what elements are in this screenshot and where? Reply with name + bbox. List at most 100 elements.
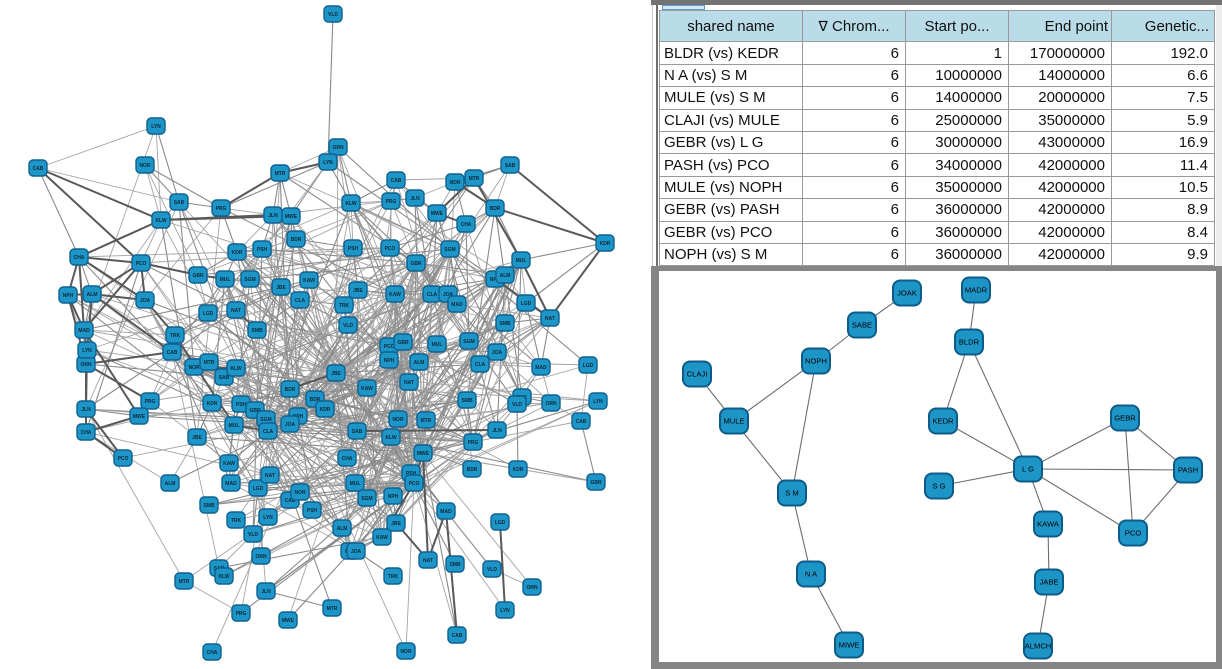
svg-text:ORN: ORN — [332, 145, 344, 151]
svg-text:SAB: SAB — [352, 429, 363, 435]
svg-text:LGD: LGD — [521, 301, 532, 307]
svg-text:NOR: NOR — [392, 417, 404, 423]
svg-text:LYN: LYN — [593, 399, 603, 405]
svg-text:JOA: JOA — [285, 422, 296, 428]
svg-text:MUL: MUL — [432, 342, 443, 348]
svg-text:PRG: PRG — [236, 611, 247, 617]
svg-text:JBE: JBE — [331, 371, 341, 377]
svg-text:GEBR: GEBR — [1114, 414, 1136, 423]
svg-text:NOPH: NOPH — [805, 357, 827, 366]
svg-text:ORN: ORN — [255, 554, 267, 560]
svg-text:NOR: NOR — [449, 180, 461, 186]
svg-text:ALM: ALM — [337, 526, 348, 532]
svg-text:S M: S M — [785, 489, 799, 498]
svg-text:MTR: MTR — [469, 176, 480, 182]
svg-text:KAW: KAW — [361, 386, 373, 392]
svg-text:CHA: CHA — [342, 456, 353, 462]
svg-text:PSH: PSH — [406, 471, 417, 477]
svg-text:PCO: PCO — [384, 344, 395, 350]
svg-text:SMB: SMB — [461, 398, 473, 404]
svg-text:NAT: NAT — [423, 558, 433, 564]
svg-text:MTR: MTR — [421, 418, 432, 424]
svg-text:JLN: JLN — [261, 589, 271, 595]
svg-text:MWE: MWE — [417, 451, 430, 457]
svg-text:KLW: KLW — [385, 435, 396, 441]
svg-text:MAD: MAD — [440, 509, 452, 515]
svg-text:SGM: SGM — [244, 277, 255, 283]
svg-text:S G: S G — [932, 482, 945, 491]
svg-text:PASH: PASH — [1178, 466, 1198, 475]
svg-text:JOA: JOA — [492, 350, 503, 356]
svg-text:PRG: PRG — [216, 206, 227, 212]
svg-text:GBR: GBR — [397, 340, 409, 346]
svg-text:NOR: NOR — [139, 163, 151, 169]
svg-text:PSH: PSH — [348, 246, 359, 252]
svg-text:KDR: KDR — [320, 407, 331, 413]
svg-text:KAWA: KAWA — [1037, 520, 1060, 529]
svg-text:SGM: SGM — [361, 496, 372, 502]
svg-text:CLA: CLA — [263, 429, 274, 435]
svg-text:JBE: JBE — [192, 435, 202, 441]
svg-text:ORN: ORN — [545, 401, 557, 407]
svg-text:LGD: LGD — [583, 363, 594, 369]
svg-text:PCO: PCO — [409, 481, 420, 487]
svg-text:BDR: BDR — [285, 387, 296, 393]
svg-text:GBR: GBR — [410, 261, 422, 267]
svg-text:JBE: JBE — [353, 288, 363, 294]
svg-text:CLA: CLA — [427, 292, 438, 298]
svg-text:LGD: LGD — [495, 520, 506, 526]
svg-text:JLN: JLN — [410, 196, 420, 202]
svg-text:PRG: PRG — [145, 399, 156, 405]
svg-text:SGM: SGM — [463, 339, 474, 345]
svg-text:TRK: TRK — [388, 574, 399, 580]
svg-text:MULE: MULE — [723, 417, 744, 426]
svg-text:JBE: JBE — [276, 285, 286, 291]
svg-text:MAD: MAD — [225, 481, 237, 487]
svg-text:SGM: SGM — [260, 417, 271, 423]
svg-text:CHA: CHA — [81, 430, 92, 436]
svg-text:MTR: MTR — [179, 579, 190, 585]
svg-text:MUL: MUL — [220, 277, 231, 283]
svg-text:KAW: KAW — [303, 278, 315, 284]
svg-text:NOR: NOR — [294, 490, 306, 496]
svg-text:MUL: MUL — [229, 423, 240, 429]
svg-text:KLW: KLW — [155, 218, 166, 224]
svg-text:CLA: CLA — [295, 298, 306, 304]
svg-text:BDR: BDR — [291, 237, 302, 243]
svg-text:MWE: MWE — [285, 214, 298, 220]
svg-text:BLDR: BLDR — [959, 338, 980, 347]
svg-text:SMB: SMB — [203, 503, 215, 509]
svg-text:MTR: MTR — [204, 360, 215, 366]
svg-text:LGD: LGD — [203, 311, 214, 317]
svg-text:CAB: CAB — [285, 498, 296, 504]
svg-text:NAT: NAT — [231, 308, 241, 314]
svg-text:CAB: CAB — [576, 419, 587, 425]
svg-text:NOR: NOR — [188, 365, 200, 371]
svg-text:VLD: VLD — [248, 532, 258, 538]
svg-text:PCO: PCO — [385, 246, 396, 252]
svg-text:PCO: PCO — [136, 261, 147, 267]
svg-text:NAT: NAT — [545, 316, 555, 322]
svg-text:PSH: PSH — [257, 247, 268, 253]
svg-text:CLA: CLA — [475, 362, 486, 368]
svg-text:NPH: NPH — [490, 277, 501, 283]
svg-text:BDR: BDR — [490, 206, 501, 212]
svg-text:CAB: CAB — [391, 178, 402, 184]
svg-text:SAB: SAB — [505, 163, 516, 169]
svg-text:SAB: SAB — [174, 200, 185, 206]
svg-text:MWE: MWE — [133, 414, 146, 420]
svg-text:BDR: BDR — [467, 467, 478, 473]
svg-text:TRK: TRK — [170, 333, 181, 339]
svg-text:MAD: MAD — [451, 302, 463, 308]
svg-text:SMB: SMB — [499, 321, 511, 327]
svg-text:KEDR: KEDR — [932, 417, 954, 426]
svg-text:PRG: PRG — [386, 199, 397, 205]
svg-text:CHA: CHA — [207, 650, 218, 656]
svg-text:MUL: MUL — [516, 258, 527, 264]
svg-text:ALM: ALM — [414, 360, 425, 366]
svg-text:VLD: VLD — [487, 567, 497, 573]
svg-text:LYN: LYN — [323, 160, 333, 166]
svg-text:ORN: ORN — [80, 362, 92, 368]
svg-text:JOA: JOA — [351, 549, 362, 555]
svg-text:SAB: SAB — [219, 375, 230, 381]
